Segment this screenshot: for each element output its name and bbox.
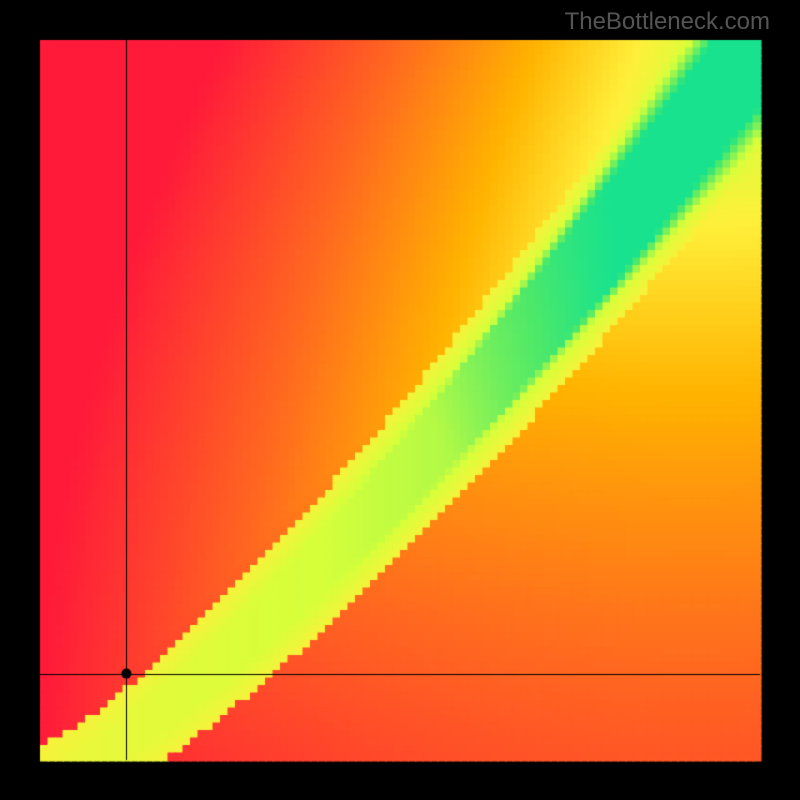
bottleneck-heatmap: [0, 0, 800, 800]
watermark-label: TheBottleneck.com: [565, 8, 770, 36]
chart-container: TheBottleneck.com: [0, 0, 800, 800]
